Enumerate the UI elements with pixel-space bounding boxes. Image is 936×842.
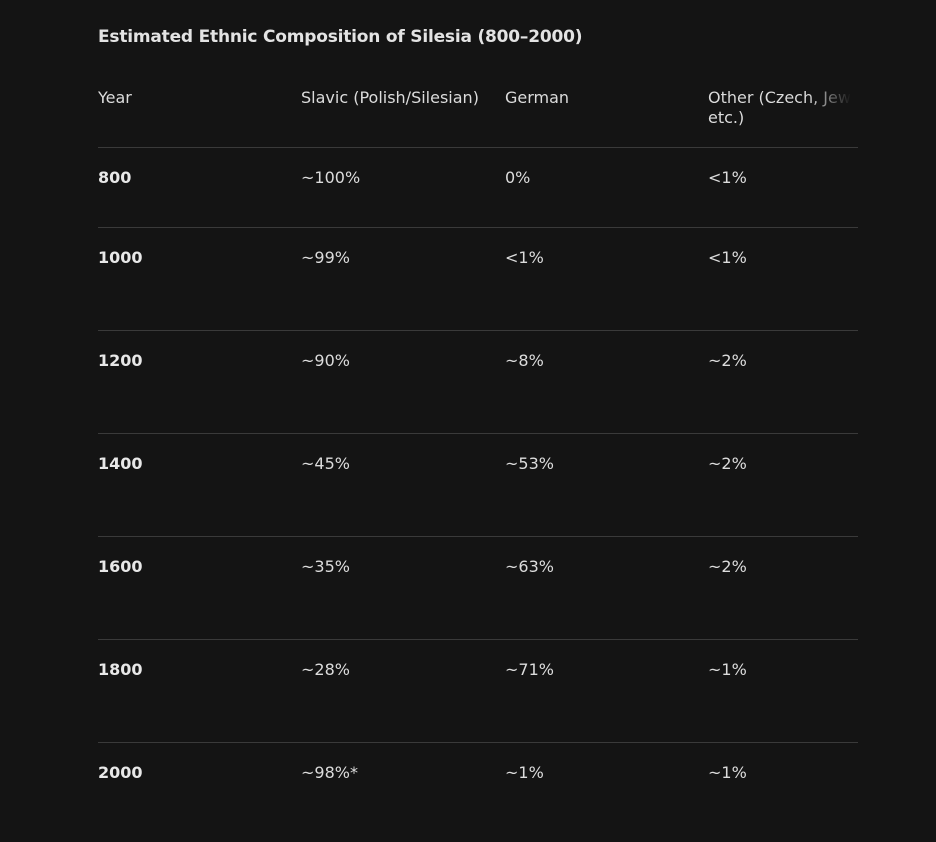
cell-slavic: ~45% bbox=[301, 454, 350, 473]
cell-other: ~2% bbox=[708, 351, 747, 370]
table-row: 800 ~100% 0% <1% bbox=[98, 148, 858, 228]
cell-year: 800 bbox=[98, 168, 132, 187]
cell-slavic: ~99% bbox=[301, 248, 350, 267]
cell-slavic: ~90% bbox=[301, 351, 350, 370]
cell-german: 0% bbox=[505, 168, 531, 187]
table-row: 1600 ~35% ~63% ~2% bbox=[98, 537, 858, 640]
table-title: Estimated Ethnic Composition of Silesia … bbox=[98, 27, 583, 47]
cell-other: ~1% bbox=[708, 660, 747, 679]
header-year: Year bbox=[98, 88, 132, 107]
table-row: 1000 ~99% <1% <1% bbox=[98, 228, 858, 331]
cell-other: ~1% bbox=[708, 763, 747, 782]
cell-year: 1000 bbox=[98, 248, 143, 267]
cell-german: ~71% bbox=[505, 660, 554, 679]
header-other-line2: etc.) bbox=[708, 108, 745, 127]
cell-other: <1% bbox=[708, 248, 747, 267]
cell-year: 1800 bbox=[98, 660, 143, 679]
cell-year: 2000 bbox=[98, 763, 143, 782]
cell-slavic: ~100% bbox=[301, 168, 361, 187]
cell-slavic: ~98%* bbox=[301, 763, 358, 782]
table-row: 1400 ~45% ~53% ~2% bbox=[98, 434, 858, 537]
cell-german: ~63% bbox=[505, 557, 554, 576]
table-header-row: Year Slavic (Polish/Silesian) German Oth… bbox=[98, 82, 858, 148]
cell-year: 1400 bbox=[98, 454, 143, 473]
header-german: German bbox=[505, 88, 570, 107]
cell-slavic: ~28% bbox=[301, 660, 350, 679]
table-row: 1200 ~90% ~8% ~2% bbox=[98, 331, 858, 434]
cell-german: ~1% bbox=[505, 763, 544, 782]
cell-year: 1600 bbox=[98, 557, 143, 576]
cell-other: ~2% bbox=[708, 454, 747, 473]
header-other: Other (Czech, Jew etc.) bbox=[708, 88, 858, 128]
cell-year: 1200 bbox=[98, 351, 143, 370]
cell-german: ~53% bbox=[505, 454, 554, 473]
composition-table: Year Slavic (Polish/Silesian) German Oth… bbox=[98, 82, 858, 842]
cell-german: ~8% bbox=[505, 351, 544, 370]
table-row: 2000 ~98%* ~1% ~1% bbox=[98, 743, 858, 842]
cell-slavic: ~35% bbox=[301, 557, 350, 576]
header-other-line1: Other (Czech, Jew bbox=[708, 88, 851, 107]
cell-other: <1% bbox=[708, 168, 747, 187]
cell-other: ~2% bbox=[708, 557, 747, 576]
cell-german: <1% bbox=[505, 248, 544, 267]
table-row: 1800 ~28% ~71% ~1% bbox=[98, 640, 858, 743]
header-slavic: Slavic (Polish/Silesian) bbox=[301, 88, 479, 107]
